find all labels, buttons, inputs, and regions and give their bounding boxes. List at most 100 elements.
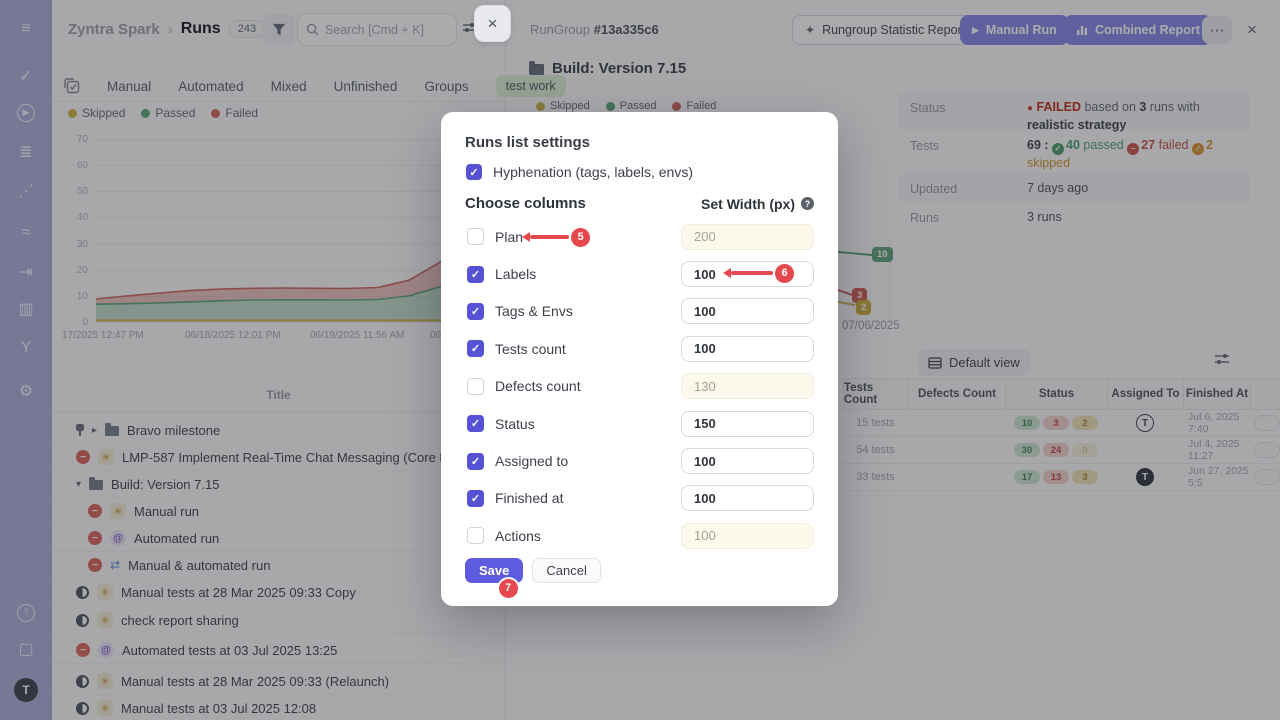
run-row[interactable]: − ✳ LMP-587 Implement Real-Time Chat Messa… [52,444,505,471]
passed-word: passed [1083,138,1124,152]
run-row[interactable]: ✳ Manual tests at 03 Jul 2025 12:08 [52,695,505,720]
filter-button[interactable] [262,14,295,45]
run-row[interactable]: ▸ Bravo milestone [52,417,505,444]
table-row[interactable]: 15 tests 10 3 2 T Jul 6, 2025 7:40 [843,410,1280,437]
checkbox-status[interactable] [467,415,484,433]
rungroup-close-button[interactable]: × [1247,20,1257,39]
tab-mixed[interactable]: Mixed [270,78,307,94]
checks-icon[interactable]: ✓ [19,68,33,85]
settings-icon[interactable]: ⚙ [18,383,34,400]
tab-unfinished[interactable]: Unfinished [333,78,398,94]
set-width-label: Set Width (px) [701,195,795,212]
default-view-button[interactable]: Default view [918,349,1030,376]
projects-icon[interactable]: ▢ [18,641,34,658]
list-check-icon[interactable]: ≣ [19,144,33,161]
popover-close-button[interactable]: × [474,5,511,42]
breadcrumb-project[interactable]: Zyntra Spark [68,20,160,38]
hyphenation-checkbox[interactable] [466,164,482,180]
manual-type-icon: ✳ [98,449,114,465]
column-label: Labels [495,266,537,283]
column-header-assigned-to: Assigned To [1107,379,1183,409]
select-all-icon[interactable] [64,78,80,94]
run-row[interactable]: − @ Automated run [52,525,505,552]
runs-trend-chart [96,139,503,322]
pulse-icon[interactable]: ≈ [21,224,31,241]
steps-icon[interactable]: ⋰ [18,183,34,200]
width-input-actions[interactable] [681,522,814,549]
analytics-icon[interactable]: ▥ [18,301,34,318]
tab-manual[interactable]: Manual [107,78,152,94]
width-input-assigned-to[interactable] [681,448,814,475]
detail-row-runs: Runs 3 runs [898,202,1250,231]
column-label: Status [495,415,535,432]
table-row[interactable]: 33 tests 17 13 3 T Jun 27, 2025 5:5 [843,464,1280,491]
tab-automated[interactable]: Automated [178,78,244,94]
search-input[interactable] [325,22,437,37]
tab-groups[interactable]: Groups [424,78,469,94]
width-input-finished-at[interactable] [681,485,814,512]
annotation-badge-5: 5 [571,227,590,247]
column-header-tests-count: Tests Count [843,379,908,409]
play-icon[interactable]: ▶ [17,104,35,122]
updated-label: Updated [910,182,958,196]
annotation-arrow-5 [530,235,569,239]
checkbox-assigned-to[interactable] [467,452,484,470]
run-title: Automated tests at 03 Jul 2025 13:25 [122,642,338,658]
table-settings-icon[interactable] [1214,353,1230,372]
legend-label: Failed [686,100,717,112]
skipped-dot-icon [68,108,77,118]
combined-report-button[interactable]: Combined Report [1064,15,1212,45]
width-input-status[interactable] [681,410,814,437]
run-row[interactable]: ✳ Manual tests at 28 Mar 2025 09:33 Copy [52,579,505,606]
run-row[interactable]: ▾ Build: Version 7.15 [52,471,505,498]
pass-pill: 30 [1014,443,1040,457]
run-row[interactable]: − ⇄ Manual & automated run [52,552,505,579]
search-box[interactable] [297,13,457,46]
manual-run-button[interactable]: ▶ Manual Run [960,15,1069,45]
checkbox-tests-count[interactable] [467,340,484,358]
x-axis-label: 06 [430,330,442,341]
checkbox-plan[interactable] [467,228,484,246]
checkbox-finished-at[interactable] [467,489,484,507]
column-setting-row-tags-envs: Tags & Envs [441,293,838,330]
branch-icon[interactable]: Y [20,339,32,356]
pass-pill: 10 [1014,416,1040,430]
width-input-defects-count[interactable] [681,373,814,400]
rungroup-statistic-report-button[interactable]: ✦ Rungroup Statistic Report [792,15,979,45]
legend-item-skipped: Skipped [68,106,125,120]
help-icon[interactable]: ? [801,197,814,210]
skipped-count: 2 [1205,138,1213,152]
run-row[interactable]: − ✳ Manual run [52,498,505,525]
chevron-down-icon[interactable]: ▾ [76,478,82,490]
fail-pill: 24 [1043,443,1069,457]
run-title: LMP-587 Implement Real-Time Chat Messagi… [122,449,497,465]
help-icon[interactable]: ? [17,604,35,622]
run-row[interactable]: − @ Automated tests at 03 Jul 2025 13:25 [52,637,505,664]
table-row[interactable]: 54 tests 30 24 0 Jul 4, 2025 11:27 [843,437,1280,464]
run-title: Manual & automated run [128,557,271,573]
import-icon[interactable]: ⇥ [19,264,33,281]
user-avatar[interactable]: T [14,678,38,702]
save-button[interactable]: Save [465,558,524,583]
column-setting-row-finished-at: Finished at [441,480,838,517]
tab-test-work[interactable]: test work [495,75,566,97]
checkbox-labels[interactable] [467,265,484,283]
chevron-right-icon[interactable]: ▸ [92,424,98,436]
column-setting-row-plan: Plan [441,218,838,255]
status-pills: 30 24 0 [1014,443,1098,457]
menu-icon[interactable]: ≡ [21,20,31,37]
width-input-tags-envs[interactable] [681,298,814,325]
checkbox-defects-count[interactable] [467,377,484,395]
width-input-tests-count[interactable] [681,335,814,362]
checkbox-actions[interactable] [467,527,484,545]
more-actions-button[interactable]: ⋯ [1202,16,1232,44]
legend-item-failed: Failed [211,106,258,120]
failed-status-icon: − [76,450,90,464]
run-row[interactable]: ✳ check report sharing [52,607,505,634]
width-input-plan[interactable] [681,223,814,250]
run-row[interactable]: ✳ Manual tests at 28 Mar 2025 09:33 (Rela… [52,668,505,695]
cancel-button[interactable]: Cancel [532,558,601,583]
checkbox-tags-envs[interactable] [467,302,484,320]
failed-status-icon: − [88,558,102,572]
run-title: Automated run [134,530,220,546]
